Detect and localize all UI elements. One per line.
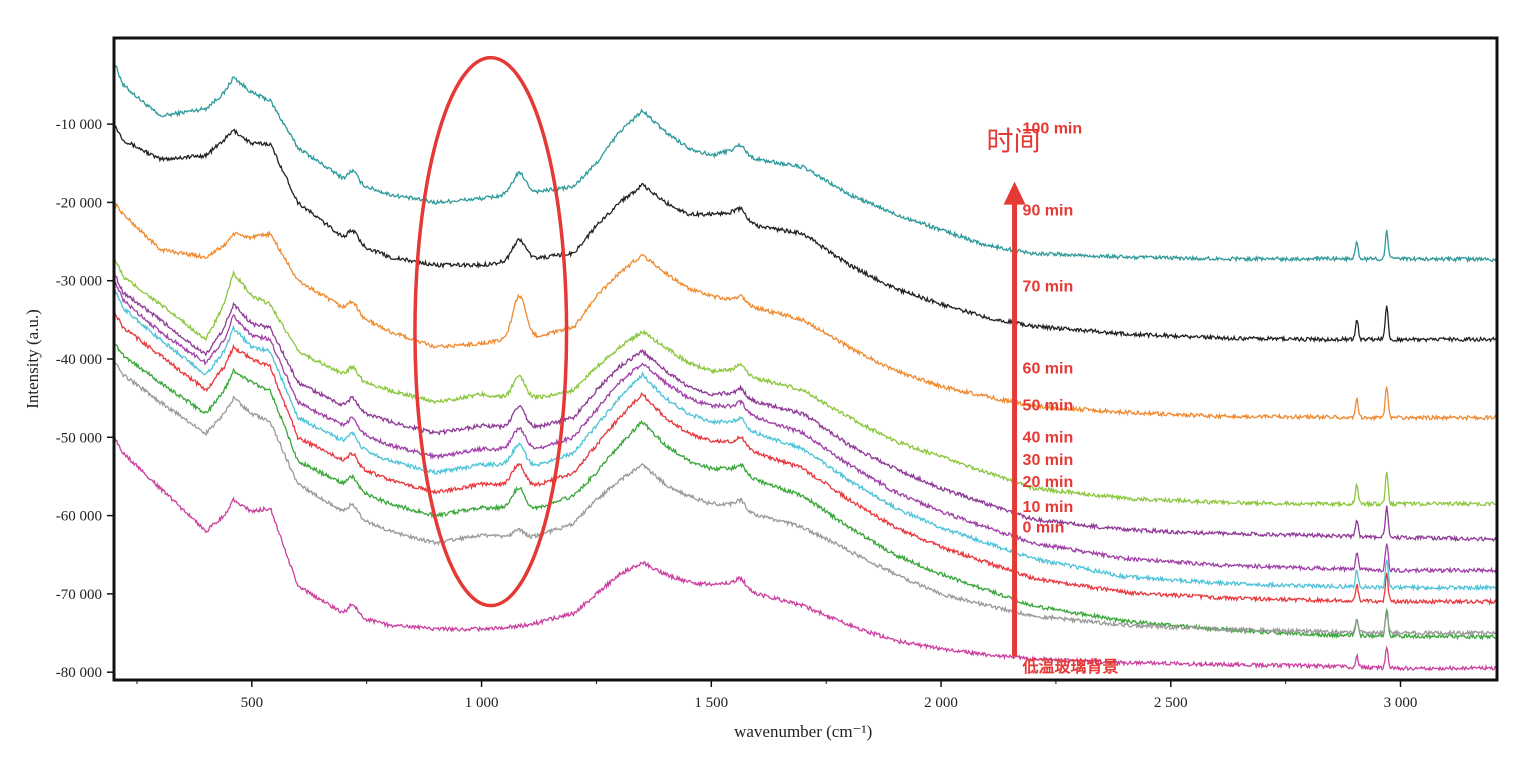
y-tick-label: -40 000 <box>56 352 102 368</box>
y-tick-label: -10 000 <box>56 117 102 133</box>
series-line-30-min <box>114 287 1497 592</box>
ticks-layer: 500 1 000 1 500 2 000 2 500 3 000 -10 000 -20 0… <box>56 117 1418 711</box>
y-tick-label: -30 000 <box>56 274 102 290</box>
x-tick-label: 500 <box>241 695 264 711</box>
y-tick-label: -60 000 <box>56 509 102 525</box>
series-label-20-min: 20 min <box>1023 474 1074 491</box>
series-label-10-min: 10 min <box>1023 499 1074 516</box>
series-label-50-min: 50 min <box>1023 397 1074 414</box>
series-label-低温玻璃背景: 低温玻璃背景 <box>1022 657 1119 676</box>
series-label-100-min: 100 min <box>1023 120 1083 137</box>
series-label-40-min: 40 min <box>1023 430 1074 447</box>
highlight-ellipse <box>413 55 569 608</box>
y-tick-label: -20 000 <box>56 195 102 211</box>
series-line-90-min <box>114 125 1497 344</box>
series-line-10-min <box>114 343 1497 641</box>
y-axis-title: Intensity (a.u.) <box>23 309 42 409</box>
time-label: 时间 <box>987 127 1041 158</box>
series-line-70-min <box>114 200 1497 422</box>
series-label-60-min: 60 min <box>1023 361 1074 378</box>
series-label-30-min: 30 min <box>1023 452 1074 469</box>
series-label-70-min: 70 min <box>1023 278 1074 295</box>
series-layer <box>114 63 1497 672</box>
x-tick-label: 3 000 <box>1384 695 1418 711</box>
series-label-90-min: 90 min <box>1023 202 1074 219</box>
x-axis-title: wavenumber (cm⁻¹) <box>734 722 872 741</box>
x-tick-label: 2 000 <box>924 695 958 711</box>
series-line-0-min <box>114 360 1497 638</box>
series-line-40-min <box>114 281 1497 575</box>
series-label-0-min: 0 min <box>1023 520 1065 537</box>
y-tick-label: -50 000 <box>56 430 102 446</box>
series-line-60-min <box>114 257 1497 509</box>
x-tick-label: 1 000 <box>465 695 499 711</box>
x-tick-label: 2 500 <box>1154 695 1188 711</box>
time-arrow-head <box>1003 181 1026 205</box>
y-tick-label: -80 000 <box>56 665 102 681</box>
x-tick-label: 1 500 <box>694 695 728 711</box>
y-tick-label: -70 000 <box>56 587 102 603</box>
series-line-100-min <box>114 63 1497 264</box>
series-line-50-min <box>114 274 1497 543</box>
series-line-20-min <box>114 312 1497 606</box>
series-line-低温玻璃背景 <box>114 435 1497 672</box>
